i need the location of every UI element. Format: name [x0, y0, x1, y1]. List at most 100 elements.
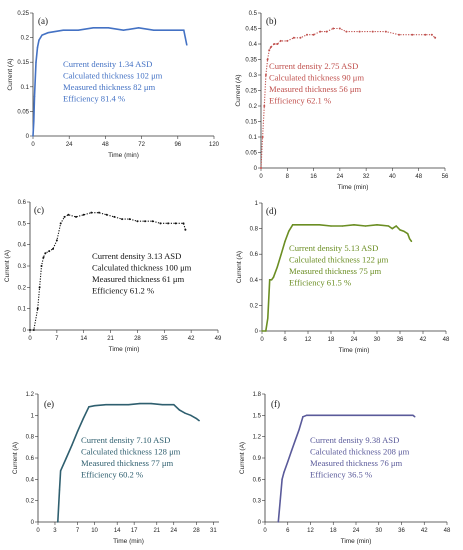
data-point — [38, 286, 41, 289]
data-point — [284, 240, 286, 243]
y-tick-label: 0.4 — [250, 278, 259, 284]
data-point — [42, 256, 45, 259]
data-point — [59, 470, 62, 472]
x-tick-label: 0 — [263, 528, 267, 534]
y-tick-label: 1.2 — [253, 435, 262, 441]
chart-panel-4: 0 0.2 0.4 0.6 0.8 1 0 6 12 18 24 30 36 42 48 Time (min)… — [236, 201, 450, 354]
data-point — [184, 412, 186, 414]
y-tick-label: 0.4 — [18, 243, 27, 249]
y-tick-label: 0.1 — [21, 85, 30, 91]
x-tick-label: 12 — [307, 528, 314, 534]
data-point — [306, 414, 308, 417]
data-point — [67, 213, 70, 216]
data-point — [127, 403, 130, 406]
x-tick-label: 16 — [310, 174, 317, 180]
x-tick-label: 8 — [286, 174, 290, 180]
data-point — [408, 238, 411, 240]
data-point — [391, 227, 394, 230]
y-tick-label: 0.25 — [245, 89, 257, 95]
annotation-line: Current density 7.10 ASD — [81, 435, 170, 445]
x-tick-label: 24 — [351, 337, 358, 343]
data-point — [82, 417, 84, 420]
y-tick-label: 0.6 — [18, 200, 27, 206]
y-tick-label: 0.2 — [250, 303, 259, 309]
data-point — [105, 213, 108, 216]
x-tick-label: 48 — [444, 528, 451, 534]
y-tick-label: 0.2 — [21, 36, 30, 42]
annotation-line: Measured thickness 61 μm — [92, 274, 185, 284]
x-tick-label: 7 — [55, 336, 59, 342]
data-point — [137, 27, 140, 29]
data-point — [186, 44, 188, 46]
x-tick-label: 72 — [138, 142, 145, 148]
x-tick-label: 42 — [188, 336, 195, 342]
data-point — [312, 33, 315, 36]
x-axis-title: Time (min) — [339, 347, 370, 354]
data-point — [52, 247, 55, 250]
x-tick-label: 49 — [215, 336, 222, 342]
annotation-line: Calculated thickness 122 μm — [289, 255, 389, 265]
y-tick-label: 0.15 — [245, 120, 257, 126]
chart-panel-1: 0 0.05 0.1 0.15 0.2 0.25 0 24 48 72 96 120 Time (min… — [7, 11, 220, 159]
x-tick-label: 0 — [259, 174, 263, 180]
x-tick-label: 35 — [161, 336, 168, 342]
data-point — [55, 239, 58, 242]
annotation-line: Calculated thickness 100 μm — [92, 263, 192, 273]
data-point — [276, 266, 279, 268]
y-tick-label: 0.6 — [253, 477, 262, 483]
y-tick-label: 0.25 — [17, 11, 29, 17]
data-point — [399, 229, 401, 231]
data-point — [113, 215, 116, 218]
data-point — [82, 213, 85, 216]
data-point — [184, 36, 187, 39]
data-point — [44, 252, 47, 255]
panel-label: (e) — [44, 399, 54, 409]
data-point — [325, 30, 328, 33]
data-point — [410, 240, 413, 243]
y-axis-title: Current (A) — [236, 251, 243, 283]
x-tick-label: 40 — [389, 174, 396, 180]
x-tick-label: 7 — [76, 528, 80, 534]
data-point — [88, 406, 90, 408]
y-tick-label: 0 — [31, 520, 35, 526]
data-point — [32, 329, 35, 331]
data-point — [71, 444, 73, 446]
data-point — [116, 403, 118, 406]
data-point — [65, 457, 67, 459]
annotation-line: Current density 5.13 ASD — [289, 243, 378, 253]
data-point — [279, 39, 282, 42]
data-point — [269, 46, 272, 49]
data-point — [403, 230, 405, 232]
chart-panel-6: 0 0.3 0.6 0.9 1.2 1.5 1.8 0 6 12 18 24 30 36 42 48 Time … — [239, 392, 451, 545]
data-point — [59, 222, 62, 225]
x-tick-label: 24 — [337, 174, 344, 180]
data-point — [273, 43, 276, 45]
annotation-line: Measured thickness 75 μm — [289, 266, 382, 276]
x-tick-label: 42 — [421, 528, 428, 534]
data-point — [414, 416, 416, 418]
x-tick-label: 24 — [353, 528, 360, 534]
data-point — [29, 329, 31, 331]
annotation-line: Efficiency 81.4 % — [63, 94, 125, 104]
annotation-line: Current density 2.75 ASD — [269, 61, 358, 71]
x-tick-label: 14 — [80, 336, 87, 342]
annotation-line: Efficiency 60.2 % — [81, 470, 143, 480]
data-point — [182, 222, 185, 225]
data-point — [265, 330, 267, 332]
y-tick-label: 0.3 — [18, 264, 27, 270]
data-point — [400, 414, 403, 417]
annotation-line: Measured thickness 76 μm — [310, 458, 403, 468]
annotation-line: Efficiency 36.5 % — [310, 470, 372, 480]
data-point — [260, 167, 262, 169]
y-tick-label: 0.15 — [17, 60, 29, 66]
data-point — [287, 460, 289, 463]
y-tick-label: 0 — [258, 520, 262, 526]
x-axis-title: Time (min) — [341, 538, 372, 545]
x-tick-label: 3 — [53, 528, 57, 534]
data-point — [332, 27, 335, 30]
x-tick-label: 48 — [102, 142, 109, 148]
annotation-line: Efficiency 61.5 % — [289, 278, 351, 288]
x-tick-label: 17 — [131, 528, 138, 534]
y-tick-label: 1 — [31, 413, 35, 419]
data-point — [298, 428, 300, 431]
